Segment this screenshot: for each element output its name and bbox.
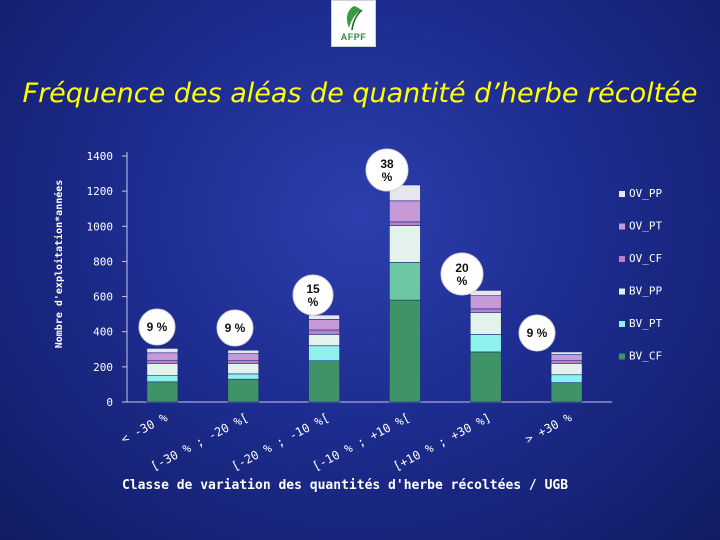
bar-bv-pt — [146, 375, 179, 383]
callout-label: 9 % — [147, 320, 168, 334]
bar-bv-cf — [146, 381, 179, 403]
x-axis-title: Classe de variation des quantités d'herb… — [122, 478, 568, 493]
bar-ov-pp — [469, 290, 502, 296]
bar-ov-cf — [308, 329, 340, 335]
y-tick-label: 0 — [106, 396, 113, 409]
callout-circle — [518, 314, 556, 352]
y-axis-title: Nombre d'exploitation*années — [53, 180, 65, 349]
bar-ov-cf — [550, 360, 583, 364]
bar-bv-pt — [550, 374, 583, 383]
bar-ov-cf — [146, 360, 179, 364]
callout-label: 9 % — [527, 326, 548, 340]
legend-entry: BV_PP — [629, 285, 662, 298]
bar-bv-cf — [469, 351, 502, 403]
callout-label: 15% — [306, 282, 320, 309]
bar-ov-cf — [227, 360, 260, 364]
bar-ov-pp — [550, 351, 583, 355]
bar-ov-pp — [389, 184, 421, 202]
callout-label: 38% — [380, 157, 394, 184]
callout-circle — [365, 148, 409, 192]
legend-entry: OV_CF — [629, 252, 662, 265]
bar-bv-pp — [550, 363, 583, 376]
legend-swatch — [619, 191, 625, 197]
callout-circle — [292, 274, 334, 316]
callout-circle — [216, 309, 254, 347]
bar-ov-pt — [469, 295, 502, 310]
x-tick-label: < -30 % — [119, 410, 171, 446]
bar-ov-pt — [308, 319, 340, 331]
y-tick-label: 1000 — [87, 220, 114, 233]
legend-swatch — [619, 223, 625, 230]
logo-text: AFPF — [340, 32, 367, 42]
bar-bv-pp — [389, 225, 421, 263]
bar-ov-pt — [146, 352, 179, 362]
legend-swatch — [619, 288, 625, 295]
y-tick-label: 200 — [93, 361, 113, 374]
y-tick-label: 1400 — [87, 150, 114, 163]
afpf-logo: AFPF — [331, 0, 376, 47]
bar-ov-cf — [469, 308, 502, 313]
x-tick-label: > +30 % — [523, 410, 575, 446]
chart-title: Fréquence des aléas de quantité d’herbe … — [22, 78, 698, 109]
bar-bv-pp — [469, 312, 502, 335]
legend-swatch — [619, 321, 625, 327]
bar-ov-pp — [146, 348, 179, 354]
legend-swatch — [619, 353, 625, 360]
legend-swatch — [619, 256, 625, 262]
bar-bv-pp — [227, 363, 260, 375]
callout-circle — [440, 252, 484, 296]
legend-entry: OV_PP — [629, 187, 662, 200]
bar-ov-pt — [550, 354, 583, 362]
bar-ov-pt — [389, 200, 421, 223]
bar-bv-pt — [469, 334, 502, 353]
y-tick-label: 1200 — [87, 185, 114, 198]
bar-ov-pp — [227, 349, 260, 354]
bar-bv-cf — [550, 382, 583, 403]
callout-circle — [138, 308, 176, 346]
bar-bv-pt — [389, 262, 421, 301]
bar-bv-pt — [308, 345, 340, 362]
bar-bv-pp — [146, 363, 179, 376]
bar-ov-pp — [308, 314, 340, 320]
legend-entry: BV_PT — [629, 317, 662, 330]
bar-bv-cf — [389, 299, 421, 403]
callout-label: 20% — [455, 261, 469, 288]
bar-bv-cf — [308, 360, 340, 403]
bar-bv-pp — [308, 334, 340, 347]
legend-entry: BV_CF — [629, 350, 662, 363]
y-tick-label: 600 — [93, 291, 113, 304]
leaf-icon — [346, 6, 363, 31]
bar-ov-pt — [227, 353, 260, 362]
legend-entry: OV_PT — [629, 220, 662, 233]
y-tick-label: 400 — [93, 326, 113, 339]
bar-bv-cf — [227, 378, 260, 403]
bar-bv-pt — [227, 373, 260, 380]
callout-label: 9 % — [225, 321, 246, 335]
bar-ov-cf — [389, 221, 421, 226]
y-tick-label: 800 — [93, 255, 113, 268]
